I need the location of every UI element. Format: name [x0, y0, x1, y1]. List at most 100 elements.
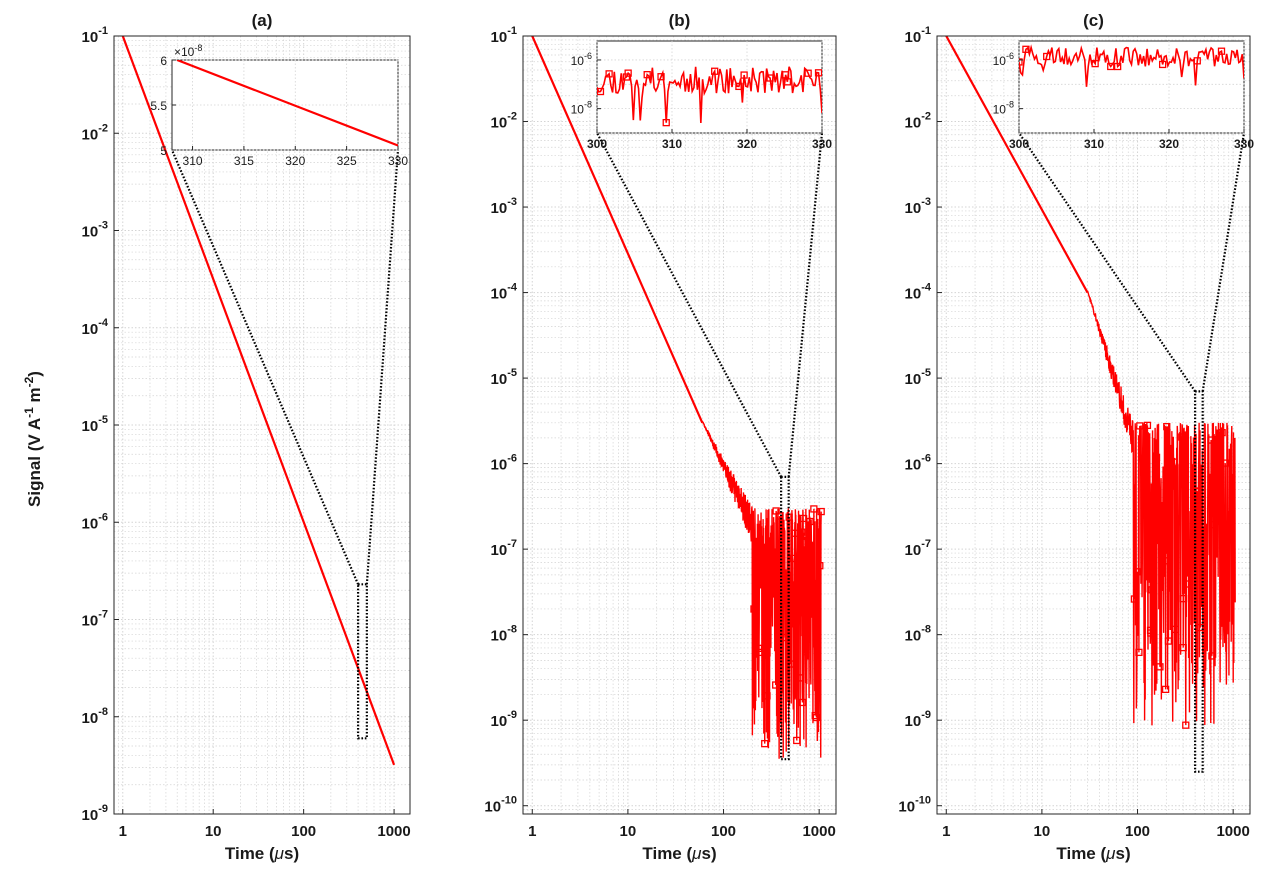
signal-marker — [1171, 625, 1180, 634]
signal-marker — [1143, 421, 1152, 430]
x-tick-label: 100 — [1125, 823, 1150, 840]
inset-grid — [172, 59, 399, 151]
inset-signal-marker — [643, 71, 651, 79]
inset-x-tick-label: 325 — [337, 154, 357, 168]
panel-b: 1 10 100 1000 10-10 10-9 10-8 10-7 10-6 10-5 10-4 1… — [484, 11, 837, 863]
inset-x-tick-label: 310 — [183, 154, 203, 168]
inset-signal-marker — [1159, 60, 1167, 69]
zoom-connector-right — [1201, 132, 1246, 392]
inset-signal-marker — [662, 118, 670, 127]
signal-marker — [799, 514, 807, 523]
y-tick-label: 10-3 — [491, 196, 517, 217]
y-tick-label: 10-9 — [82, 803, 108, 824]
signal-marker — [760, 564, 768, 572]
signal-marker — [750, 605, 758, 613]
inset-x-tick-label: 320 — [737, 137, 757, 151]
y-tick-label: 10-5 — [905, 367, 931, 388]
signal-marker — [1161, 557, 1169, 565]
signal-marker — [796, 674, 804, 682]
inset-signal-marker — [597, 87, 605, 96]
panel-title: (b) — [669, 11, 691, 30]
signal-marker — [798, 528, 806, 536]
y-tick-label: 10-2 — [905, 111, 931, 132]
signal-line — [531, 36, 704, 424]
inset-signal-marker — [1022, 45, 1030, 53]
signal-marker — [817, 507, 825, 516]
inset-signal-marker — [1107, 62, 1115, 71]
inset-signal-marker — [804, 69, 812, 77]
inset-signal-marker — [605, 70, 613, 78]
zoom-box — [356, 583, 368, 740]
y-tick-label: 10-7 — [82, 609, 108, 630]
signal-marker — [754, 644, 763, 652]
ticks: 1 10 100 1000 10-9 10-8 10-7 10-6 10-5 10-4 10-3 10… — [82, 25, 411, 840]
y-tick-label: 10-1 — [905, 25, 931, 46]
y-tick-label: 10-10 — [484, 795, 517, 816]
signal-marker — [761, 740, 769, 748]
inset-signal-marker — [1193, 57, 1201, 65]
inset-signal-marker — [711, 67, 719, 75]
zoom-region — [170, 149, 400, 740]
y-tick-label: 10-5 — [82, 414, 108, 435]
inset-signal-marker — [782, 71, 790, 79]
zoom-box — [1194, 390, 1204, 773]
inset-y-tick-label: 5 — [160, 144, 167, 158]
signal-marker — [1133, 568, 1141, 576]
zoom-connector-left — [170, 149, 360, 585]
signal-marker — [756, 554, 764, 562]
zoom-connector-right — [365, 149, 400, 585]
signal-marker — [1182, 721, 1190, 729]
y-tick-label: 10-9 — [491, 709, 517, 730]
signal-marker — [1152, 453, 1161, 462]
signal-marker — [1161, 685, 1170, 694]
axes-box — [522, 35, 837, 815]
signal-marker — [1210, 490, 1219, 498]
y-tick-label: 10-1 — [491, 25, 517, 46]
panel-title: (c) — [1083, 11, 1104, 30]
signal-marker — [786, 660, 794, 668]
y-tick-label: 10-10 — [898, 795, 931, 816]
inset-grid — [596, 41, 823, 134]
signal-marker — [799, 608, 808, 616]
inset: 310 315 320 325 330 5 5.5 6 ×10-8 — [150, 43, 408, 168]
x-axis-label: Time (μs) — [225, 844, 299, 863]
inset: 300 310 320 330 10-8 10-6 — [571, 40, 832, 151]
y-tick-label: 10-8 — [905, 624, 931, 645]
x-tick-label: 100 — [291, 823, 316, 840]
y-tick-label: 10-9 — [905, 709, 931, 730]
x-tick-label: 1 — [528, 823, 536, 840]
ticks: 1 10 100 1000 10-10 10-9 10-8 10-7 10-6 10-5 10-4 1… — [898, 25, 1249, 840]
inset-multiplier: ×10-8 — [174, 43, 202, 59]
x-tick-label: 1 — [119, 823, 127, 840]
axes-box — [936, 35, 1251, 815]
panel-a: 1 10 100 1000 10-9 10-8 10-7 10-6 10-5 10-4 10-3 10… — [82, 11, 411, 863]
x-tick-label: 1 — [942, 823, 950, 840]
signal-marker — [1207, 436, 1215, 444]
signal-marker — [755, 648, 763, 657]
x-axis-label: Time (μs) — [642, 844, 716, 863]
signal-marker — [798, 698, 807, 707]
inset-y-tick-label: 10-8 — [993, 100, 1014, 117]
signal-marker — [1211, 521, 1219, 529]
inset-signal-marker — [622, 73, 631, 81]
inset-signal-marker — [1114, 62, 1122, 71]
signal-marker — [789, 554, 797, 563]
signal-marker — [1148, 575, 1156, 583]
inset-x-tick-label: 300 — [587, 137, 607, 151]
inset-signal-marker — [766, 74, 774, 82]
inset-signal-marker — [657, 73, 665, 81]
signal-marker — [1221, 459, 1229, 467]
ticks: 1 10 100 1000 10-10 10-9 10-8 10-7 10-6 10-5 10-4 1… — [484, 25, 835, 840]
signal-noise-line — [1086, 290, 1236, 726]
signal-marker — [806, 610, 815, 618]
inset-signal-marker — [740, 71, 748, 79]
signal-marker — [812, 713, 821, 722]
signal-marker — [793, 736, 801, 745]
signal-marker — [1182, 580, 1190, 588]
inset-signal-marker — [1019, 58, 1023, 66]
signal-marker — [801, 648, 810, 656]
inset-x-tick-label: 330 — [1234, 137, 1254, 151]
signal-marker — [1196, 623, 1204, 632]
signal-marker — [772, 681, 780, 689]
inset-y-tick-label: 6 — [160, 54, 167, 68]
